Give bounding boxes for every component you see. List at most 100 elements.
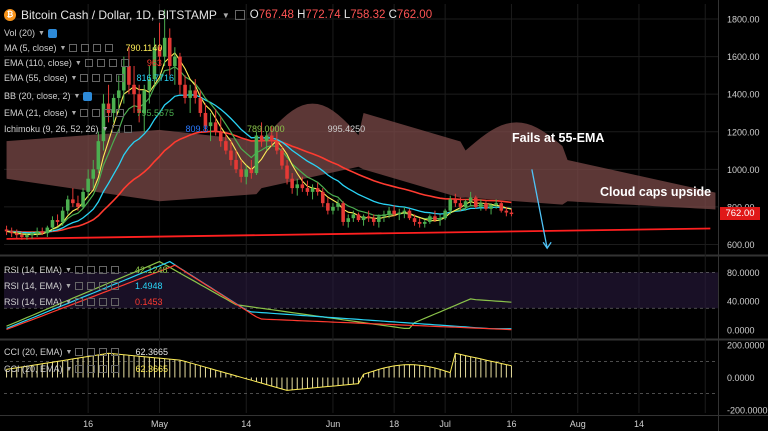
gear-icon[interactable] — [92, 74, 101, 82]
close-icon[interactable] — [98, 298, 107, 306]
close-icon[interactable] — [99, 365, 108, 373]
gear-icon[interactable] — [123, 125, 132, 133]
indicator-ema55[interactable]: EMA (55, close) ▼ 816.7716 — [4, 73, 175, 83]
eye-icon[interactable] — [75, 348, 84, 356]
gear-icon[interactable] — [86, 266, 95, 274]
chevron-down-icon[interactable]: ▼ — [74, 59, 82, 67]
gear-icon[interactable] — [86, 282, 95, 290]
more-icon[interactable] — [105, 44, 114, 52]
candle-body — [9, 231, 14, 234]
indicator-rsi-3[interactable]: RSI (14, EMA) ▼ 0.1453 — [4, 297, 163, 307]
candle-body — [81, 191, 85, 207]
chevron-down-icon[interactable]: ▼ — [221, 10, 230, 20]
y-tick-label: 1400.00 — [727, 90, 760, 100]
symbol-title[interactable]: Bitcoin Cash / Dollar, 1D, BITSTAMP — [21, 8, 217, 22]
candle-body — [392, 210, 396, 215]
eye-icon[interactable] — [74, 266, 83, 274]
candle-body — [111, 97, 116, 113]
gear-icon[interactable] — [87, 348, 96, 356]
chevron-down-icon[interactable]: ▼ — [70, 109, 78, 117]
indicator-ema21[interactable]: EMA (21, close) ▼ 795.5675 — [4, 108, 175, 118]
eye-icon[interactable] — [69, 44, 78, 52]
candle-body — [509, 212, 514, 215]
candle-body — [280, 150, 284, 166]
candle-body — [193, 90, 198, 98]
eye-icon[interactable] — [74, 282, 83, 290]
indicator-rsi-2[interactable]: RSI (14, EMA) ▼ 1.4948 — [4, 281, 163, 291]
eye-icon[interactable] — [80, 109, 89, 117]
candle-body — [438, 218, 442, 221]
candle-body — [183, 84, 187, 98]
rsi-tick-label: 40.0000 — [727, 297, 760, 307]
candle-body — [468, 197, 473, 202]
chevron-down-icon[interactable]: ▼ — [101, 125, 109, 133]
indicator-rsi-1[interactable]: RSI (14, EMA) ▼ 42.1248 — [4, 265, 168, 275]
more-icon[interactable] — [111, 365, 120, 373]
gear-icon[interactable] — [47, 28, 57, 38]
close-icon[interactable] — [93, 44, 102, 52]
candle-body — [443, 210, 447, 219]
y-tick-label: 1200.00 — [727, 127, 760, 137]
indicator-bb[interactable]: BB (20, close, 2) ▼ — [4, 91, 93, 101]
rsi-tick-label: 80.0000 — [727, 268, 760, 278]
chevron-down-icon[interactable]: ▼ — [65, 282, 72, 290]
close-icon[interactable] — [98, 266, 107, 274]
gear-icon[interactable] — [81, 44, 90, 52]
chevron-down-icon[interactable]: ▼ — [73, 92, 81, 100]
gear-icon[interactable] — [87, 365, 96, 373]
more-icon[interactable] — [120, 59, 129, 67]
more-icon[interactable] — [110, 282, 119, 290]
close-icon[interactable] — [99, 348, 108, 356]
y-tick-label: 1000.00 — [727, 165, 760, 175]
candle-body — [218, 131, 223, 142]
more-icon[interactable] — [111, 348, 120, 356]
more-icon[interactable] — [110, 266, 119, 274]
eye-icon[interactable] — [84, 59, 93, 67]
last-price-tag: 762.00 — [720, 207, 760, 220]
x-tick-label: 16 — [83, 419, 93, 429]
gear-icon[interactable] — [96, 59, 105, 67]
candle-body — [132, 84, 136, 95]
chevron-down-icon[interactable]: ▼ — [65, 266, 72, 274]
annotation-cloud-caps: Cloud caps upside — [600, 185, 712, 199]
x-tick-label: Jun — [326, 419, 341, 429]
indicator-cci-2[interactable]: CCI (20, EMA) ▼ 62.3665 — [4, 364, 168, 374]
chevron-down-icon[interactable]: ▼ — [70, 74, 78, 82]
settings-box-icon[interactable] — [234, 10, 245, 20]
close-icon[interactable] — [108, 59, 117, 67]
candle-body — [14, 233, 19, 236]
more-icon[interactable] — [116, 109, 125, 117]
more-icon[interactable] — [116, 74, 125, 82]
indicator-vol[interactable]: Vol (20) ▼ — [4, 28, 57, 38]
chevron-down-icon[interactable]: ▼ — [65, 365, 73, 373]
chevron-down-icon[interactable]: ▼ — [65, 298, 72, 306]
eye-icon[interactable] — [74, 298, 83, 306]
candle-body — [295, 184, 300, 189]
eye-icon[interactable] — [75, 365, 84, 373]
indicator-cci-1[interactable]: CCI (20, EMA) ▼ 62.3665 — [4, 347, 168, 357]
chevron-down-icon[interactable]: ▼ — [65, 348, 73, 356]
eye-icon[interactable] — [80, 74, 89, 82]
more-icon[interactable] — [110, 298, 119, 306]
candle-body — [55, 220, 60, 222]
indicator-ichimoku[interactable]: Ichimoku (9, 26, 52, 26) ▼ 809.8 789.0000… — [4, 124, 366, 134]
candle-body — [101, 103, 106, 142]
chevron-down-icon[interactable]: ▼ — [59, 44, 67, 52]
candle-body — [198, 97, 203, 113]
close-icon[interactable] — [104, 74, 113, 82]
x-tick-label: 16 — [506, 419, 516, 429]
gear-icon[interactable] — [92, 109, 101, 117]
candle-body — [458, 203, 463, 207]
close-icon[interactable] — [98, 282, 107, 290]
chevron-down-icon[interactable]: ▼ — [38, 29, 45, 37]
close-icon[interactable] — [104, 109, 113, 117]
indicator-ma5[interactable]: MA (5, close) ▼ 790.1140 — [4, 43, 163, 53]
candle-body — [76, 203, 80, 207]
candle-body — [356, 214, 361, 221]
candle-body — [473, 197, 478, 207]
gear-icon[interactable] — [86, 298, 95, 306]
indicator-ema110[interactable]: EMA (110, close) ▼ 963 — [4, 58, 162, 68]
gear-icon[interactable] — [83, 91, 93, 101]
eye-icon[interactable] — [111, 125, 120, 133]
